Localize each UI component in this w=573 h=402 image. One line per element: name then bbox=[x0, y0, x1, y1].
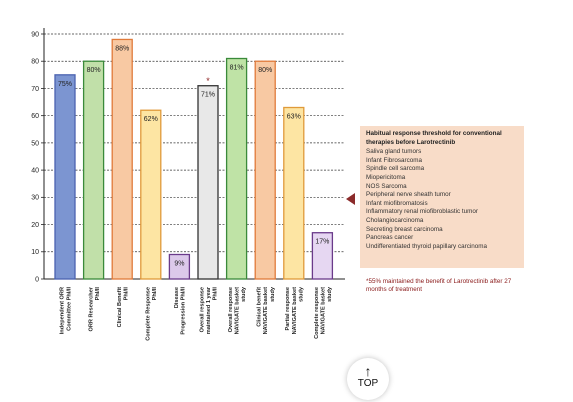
category-label: Clinical benefit NAVIGATE basket study bbox=[257, 286, 276, 334]
info-item: Undifferentiated thyroid papillary carci… bbox=[366, 242, 487, 250]
category-label-line: NAVIGATE basket bbox=[320, 287, 326, 334]
y-tick-label: 60 bbox=[31, 113, 39, 120]
y-tick-label: 20 bbox=[31, 222, 39, 229]
category-label: Overall response maintained 1 year PhI/II bbox=[199, 286, 218, 334]
bar-data-label: 63% bbox=[287, 114, 301, 121]
category-label: Independent ORR Committee PhI/II bbox=[60, 287, 73, 335]
bar bbox=[254, 60, 276, 280]
bar bbox=[54, 74, 76, 280]
category-label-line: Complete Response bbox=[146, 287, 152, 341]
bar-data-label: 88% bbox=[115, 45, 129, 52]
asterisk-marker: * bbox=[206, 76, 210, 86]
category-label-line: Complete response bbox=[314, 287, 320, 339]
threshold-arrow-icon bbox=[346, 193, 355, 205]
category-label-line: Independent ORR bbox=[60, 287, 66, 334]
bar bbox=[225, 57, 248, 280]
arrow-up-icon: ↑ bbox=[364, 363, 372, 379]
category-label-line: Partial response bbox=[285, 287, 291, 331]
footnote: *55% maintained the benefit of Larotrect… bbox=[366, 278, 512, 294]
info-item: Peripheral nerve sheath tumor bbox=[366, 191, 451, 199]
category-label-line: study bbox=[327, 286, 333, 302]
bar bbox=[82, 60, 105, 280]
category-label-line: NAVIGATE basket bbox=[263, 287, 269, 334]
bar bbox=[140, 109, 162, 280]
category-label-line: NAVIGATE basket bbox=[292, 287, 298, 334]
category-label-line: Progression PhI/II bbox=[181, 287, 187, 335]
bar-data-label: 71% bbox=[201, 92, 215, 99]
category-label-line: Committee PhI/II bbox=[66, 287, 72, 331]
category-label-line: PhI/II bbox=[152, 287, 158, 301]
info-item: Pancreas cancer bbox=[366, 234, 414, 242]
category-label-line: Clinical benefit bbox=[257, 287, 263, 327]
info-item: Inflammatory renal miofibroblastic tumor bbox=[366, 208, 478, 216]
bar bbox=[111, 38, 133, 280]
info-item: Miopericitoma bbox=[366, 173, 406, 181]
y-tick-label: 80 bbox=[31, 59, 39, 66]
category-label-line: PhI/II bbox=[124, 287, 130, 301]
info-box-list: Saliva gland tumors Infant Fibrosarcoma … bbox=[366, 148, 518, 251]
category-label: Partial response NAVIGATE basket study bbox=[285, 286, 304, 334]
category-label-line: study bbox=[241, 286, 247, 302]
info-box-title: Habitual response threshold for conventi… bbox=[366, 130, 502, 146]
y-tick-label: 10 bbox=[31, 249, 39, 256]
category-label-line: Clinical Benefit bbox=[117, 287, 123, 328]
bar bbox=[168, 253, 191, 280]
bar-data-label: 9% bbox=[174, 261, 184, 268]
category-label-line: maintained 1 year bbox=[206, 286, 212, 334]
category-label: Complete response NAVIGATE basket study bbox=[314, 286, 333, 339]
bar bbox=[311, 232, 334, 280]
category-label-line: PhI/II bbox=[95, 287, 101, 301]
bar-data-label: 80% bbox=[87, 67, 101, 74]
info-item: Cholangiocarcinoma bbox=[366, 216, 424, 224]
y-tick-label: 90 bbox=[31, 31, 39, 38]
category-label-line: study bbox=[270, 286, 276, 302]
category-label: ORR Researcher PhI/II bbox=[88, 286, 101, 331]
category-label-line: Overall response bbox=[199, 287, 205, 332]
threshold-info-box: Habitual response threshold for conventi… bbox=[360, 126, 524, 268]
info-item: Infant Fibrosarcoma bbox=[366, 156, 422, 164]
category-label-line: NAVIGATE basket bbox=[235, 287, 241, 334]
info-item: Secreting breast carcinoma bbox=[366, 225, 443, 233]
category-label-line: Disease bbox=[174, 287, 180, 308]
bar-data-label: 62% bbox=[144, 116, 158, 123]
bar-data-label: 75% bbox=[58, 81, 72, 88]
bar bbox=[197, 85, 219, 280]
y-tick-label: 70 bbox=[31, 86, 39, 93]
category-label-line: study bbox=[298, 286, 304, 302]
bars bbox=[54, 38, 334, 280]
category-label: Complete Response PhI/II bbox=[146, 287, 159, 341]
category-label: Overall response NAVIGATE basket study bbox=[228, 286, 247, 334]
y-tick-label: 30 bbox=[31, 195, 39, 202]
y-tick-label: 40 bbox=[31, 168, 39, 175]
info-item: NOS Sarcoma bbox=[366, 182, 407, 190]
bar-data-label: 17% bbox=[315, 239, 329, 246]
category-label-line: ORR Researcher bbox=[88, 286, 94, 331]
data-labels: 75% 80% 88% 62% 9% 71% * 81% 80% 63% 17% bbox=[58, 45, 329, 267]
info-item: Infant miofibromatosis bbox=[366, 199, 428, 207]
y-tick-label: 50 bbox=[31, 140, 39, 147]
bar-data-label: 81% bbox=[230, 65, 244, 72]
category-label: Clinical Benefit PhI/II bbox=[117, 287, 130, 328]
category-label-line: Overall response bbox=[228, 287, 234, 332]
y-tick-label: 0 bbox=[35, 276, 39, 283]
bar bbox=[283, 106, 305, 280]
category-label-line: PhI/II bbox=[213, 287, 219, 301]
category-labels: Independent ORR Committee PhI/II ORR Resea… bbox=[60, 286, 333, 341]
top-button-label: TOP bbox=[357, 378, 379, 389]
scroll-to-top-button[interactable]: ↑ TOP bbox=[347, 358, 389, 400]
info-item: Spindle cell sarcoma bbox=[366, 165, 425, 173]
info-item: Saliva gland tumors bbox=[366, 148, 422, 156]
bar-data-label: 80% bbox=[258, 67, 272, 74]
category-label: Disease Progression PhI/II bbox=[174, 287, 187, 335]
